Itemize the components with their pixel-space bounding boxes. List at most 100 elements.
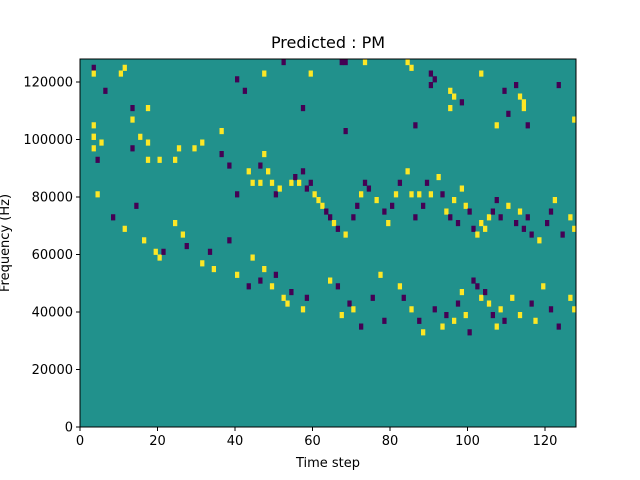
heatmap-cell — [568, 294, 573, 301]
heatmap-cell — [122, 225, 127, 232]
heatmap-cell — [176, 145, 182, 152]
heatmap-cell — [483, 289, 488, 296]
heatmap-cell — [459, 289, 465, 296]
heatmap-cell — [452, 93, 457, 100]
heatmap-cell — [498, 306, 503, 313]
heatmap-cell — [235, 76, 240, 83]
heatmap-cell — [250, 254, 255, 261]
heatmap-cell — [506, 202, 511, 209]
x-tick-label: 40 — [227, 434, 244, 449]
heatmap-cell — [455, 220, 461, 227]
heatmap-cell — [281, 294, 286, 301]
heatmap-cell — [448, 105, 453, 112]
heatmap-cell — [192, 145, 197, 152]
heatmap-cell — [521, 105, 527, 112]
heatmap-cell — [300, 306, 306, 313]
heatmap-cell — [273, 271, 279, 278]
heatmap-cell — [448, 214, 453, 221]
y-tick-label: 80000 — [32, 191, 73, 206]
heatmap-cell — [130, 105, 135, 112]
heatmap-cell — [328, 277, 333, 284]
heatmap-cell — [517, 312, 523, 319]
heatmap-cell — [514, 220, 519, 227]
heatmap-cell — [293, 174, 298, 181]
heatmap-cell — [405, 59, 410, 66]
heatmap-cell — [572, 306, 577, 313]
heatmap-cell — [382, 317, 387, 324]
heatmap-cell — [258, 277, 263, 284]
heatmap-cell — [227, 162, 232, 169]
heatmap-cell — [95, 156, 100, 163]
heatmap-cell — [153, 248, 158, 255]
heatmap-cell — [235, 271, 240, 278]
x-axis-label: Time step — [295, 456, 360, 471]
heatmap-cell — [502, 317, 507, 324]
heatmap-cell — [118, 70, 124, 77]
heatmap-cell — [525, 122, 530, 129]
heatmap-cell — [343, 128, 348, 135]
heatmap-cell — [409, 64, 414, 71]
heatmap-cell — [529, 231, 534, 238]
heatmap-cell — [378, 271, 383, 278]
y-axis-label: Frequency (Hz) — [0, 194, 13, 292]
x-tick-label: 80 — [382, 434, 399, 449]
heatmap-cell — [417, 191, 422, 198]
heatmap-cell — [91, 70, 96, 77]
heatmap-cell — [486, 214, 492, 221]
heatmap-cell — [343, 231, 348, 238]
heatmap-cell — [479, 70, 484, 77]
heatmap-cell — [246, 283, 251, 290]
heatmap-cell — [405, 168, 410, 175]
heatmap-cell — [556, 323, 561, 330]
heatmap-cell — [91, 145, 96, 152]
heatmap-cell — [277, 185, 282, 192]
heatmap-cell — [235, 191, 240, 198]
heatmap-cell — [440, 191, 445, 198]
x-tick-label: 100 — [455, 434, 480, 449]
heatmap-cell — [304, 294, 310, 301]
heatmap-cell — [475, 231, 480, 238]
heatmap-cell — [359, 191, 364, 198]
heatmap-cell — [498, 214, 503, 221]
heatmap-cell — [289, 179, 294, 186]
heatmap-cell — [452, 197, 457, 204]
heatmap-cell — [312, 191, 317, 198]
heatmap-cell — [308, 70, 313, 77]
heatmap-cell — [297, 179, 302, 186]
heatmap-cell — [281, 59, 286, 66]
heatmap-cell — [219, 128, 224, 135]
y-tick-label: 40000 — [32, 306, 73, 321]
heatmap-cell — [219, 151, 224, 158]
heatmap-cell — [145, 139, 151, 146]
heatmap-cell — [548, 306, 554, 313]
chart-title: Predicted : PM — [271, 33, 385, 52]
heatmap-cell — [351, 306, 356, 313]
heatmap-cell — [424, 179, 430, 186]
y-tick-label: 120000 — [23, 76, 73, 91]
heatmap-cell — [138, 133, 143, 140]
heatmap-cell — [432, 306, 437, 313]
heatmap-cell — [413, 122, 418, 129]
heatmap-cell — [207, 248, 213, 255]
heatmap-cell — [335, 283, 341, 290]
heatmap-cell — [359, 323, 364, 330]
y-tick-label: 0 — [65, 421, 73, 436]
heatmap-cell — [300, 105, 306, 112]
heatmap-cell — [463, 312, 468, 319]
heatmap-cell — [401, 294, 406, 301]
x-tick-label: 120 — [533, 434, 558, 449]
heatmap-cell — [572, 225, 577, 232]
heatmap-cell — [432, 76, 437, 83]
heatmap-cell — [343, 59, 348, 66]
heatmap-cell — [91, 122, 96, 129]
heatmap-cell — [335, 225, 341, 232]
heatmap-cell — [304, 185, 310, 192]
heatmap-cell — [525, 214, 530, 221]
heatmap-cell — [91, 64, 96, 71]
heatmap-cell — [548, 208, 554, 215]
plot-frame — [79, 58, 577, 428]
heatmap-cell — [145, 156, 151, 163]
heatmap-cell — [242, 87, 248, 94]
heatmap-cell — [269, 179, 275, 186]
heatmap-cell — [475, 283, 480, 290]
